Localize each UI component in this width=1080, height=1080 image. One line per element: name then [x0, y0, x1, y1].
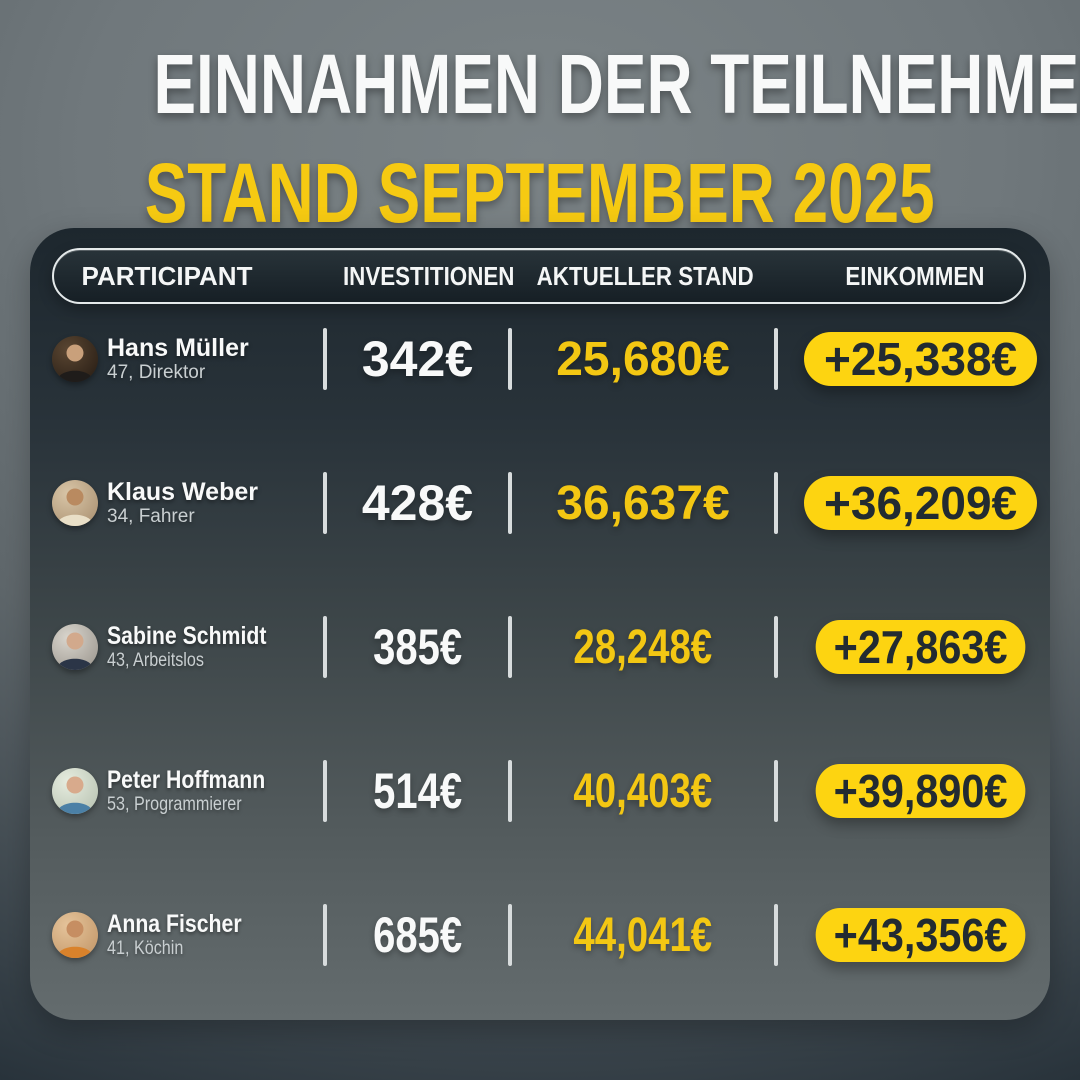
person-silhouette-icon	[57, 344, 93, 382]
participant-details: 41, Köchin	[107, 938, 184, 959]
column-divider	[774, 328, 778, 390]
income-cell: +27,863€	[778, 620, 1037, 674]
participant-name: Klaus Weber	[107, 478, 258, 506]
participant-details: 43, Arbeitslos	[107, 650, 204, 671]
participant-name: Peter Hoffmann	[107, 766, 266, 794]
column-divider	[508, 760, 512, 822]
subtitle: STAND SEPTEMBER 2025	[0, 151, 1080, 260]
column-divider	[508, 472, 512, 534]
table-header: PARTICIPANT INVESTITIONEN AKTUELLER STAN…	[52, 248, 1026, 304]
current-balance-value: 25,680€	[556, 332, 730, 386]
table-row: Sabine Schmidt 43, Arbeitslos 385€ 28,24…	[52, 575, 1030, 719]
income-badge: +36,209€	[804, 476, 1038, 530]
investment-value: 685€	[372, 907, 462, 963]
avatar	[52, 480, 98, 526]
subtitle-text: STAND SEPTEMBER 2025	[145, 146, 935, 240]
income-badge: +25,338€	[804, 332, 1038, 386]
column-divider	[323, 472, 327, 534]
person-silhouette-icon	[57, 488, 93, 526]
header-participant: PARTICIPANT	[81, 260, 253, 291]
column-divider	[508, 328, 512, 390]
current-balance-value: 40,403€	[573, 764, 713, 818]
main-title: EINNAHMEN DER TEILNEHMER	[0, 42, 1080, 151]
participant-identity: Klaus Weber 34, Fahrer	[107, 478, 258, 528]
current-balance-value: 36,637€	[556, 476, 730, 530]
column-divider	[508, 616, 512, 678]
avatar	[52, 624, 98, 670]
participant-cell: Anna Fischer 41, Köchin	[52, 910, 323, 960]
income-badge: +27,863€	[815, 620, 1026, 674]
column-divider	[508, 904, 512, 966]
person-silhouette-icon	[57, 632, 93, 670]
header-investitionen: INVESTITIONEN	[342, 260, 515, 291]
participant-name: Anna Fischer	[107, 910, 242, 938]
header-einkommen: EINKOMMEN	[845, 260, 985, 291]
table-row: Klaus Weber 34, Fahrer 428€ 36,637€ +36,…	[52, 431, 1038, 575]
income-cell: +25,338€	[778, 332, 1038, 386]
participant-name: Sabine Schmidt	[107, 622, 267, 650]
participant-identity: Peter Hoffmann 53, Programmierer	[107, 766, 293, 816]
participant-name: Hans Müller	[107, 334, 249, 362]
avatar	[52, 912, 98, 958]
column-divider	[323, 760, 327, 822]
current-balance-value: 28,248€	[573, 620, 713, 674]
table-row: Anna Fischer 41, Köchin 685€ 44,041€ +43…	[52, 863, 1030, 1007]
column-divider	[774, 904, 778, 966]
investment-value: 342€	[361, 331, 474, 387]
column-divider	[774, 760, 778, 822]
investment-value: 385€	[372, 619, 462, 675]
income-cell: +43,356€	[778, 908, 1037, 962]
investment-value: 514€	[372, 763, 462, 819]
participant-details: 53, Programmierer	[107, 794, 242, 815]
participant-details: 47, Direktor	[107, 362, 206, 383]
column-divider	[323, 328, 327, 390]
participant-cell: Peter Hoffmann 53, Programmierer	[52, 766, 323, 816]
investment-value: 428€	[361, 475, 474, 531]
column-divider	[323, 616, 327, 678]
person-silhouette-icon	[57, 776, 93, 814]
participant-identity: Sabine Schmidt 43, Arbeitslos	[107, 622, 295, 672]
income-badge: +39,890€	[815, 764, 1026, 818]
avatar	[52, 768, 98, 814]
column-divider	[323, 904, 327, 966]
table-row: Hans Müller 47, Direktor 342€ 25,680€ +2…	[52, 287, 1038, 431]
column-divider	[774, 472, 778, 534]
participant-cell: Sabine Schmidt 43, Arbeitslos	[52, 622, 323, 672]
current-balance-value: 44,041€	[573, 908, 713, 962]
participant-details: 34, Fahrer	[107, 506, 195, 527]
table-row: Peter Hoffmann 53, Programmierer 514€ 40…	[52, 719, 1030, 863]
main-title-text: EINNAHMEN DER TEILNEHMER	[153, 37, 1080, 131]
income-cell: +36,209€	[778, 476, 1038, 530]
header-aktueller-stand: AKTUELLER STAND	[536, 260, 754, 291]
participant-identity: Anna Fischer 41, Köchin	[107, 910, 265, 960]
table-card: PARTICIPANT INVESTITIONEN AKTUELLER STAN…	[30, 228, 1050, 1020]
participant-cell: Hans Müller 47, Direktor	[52, 334, 323, 384]
income-cell: +39,890€	[778, 764, 1037, 818]
person-silhouette-icon	[57, 920, 93, 958]
participant-cell: Klaus Weber 34, Fahrer	[52, 478, 323, 528]
column-divider	[774, 616, 778, 678]
title-block: EINNAHMEN DER TEILNEHMER STAND SEPTEMBER…	[0, 42, 1080, 260]
participant-identity: Hans Müller 47, Direktor	[107, 334, 249, 384]
income-badge: +43,356€	[815, 908, 1026, 962]
avatar	[52, 336, 98, 382]
